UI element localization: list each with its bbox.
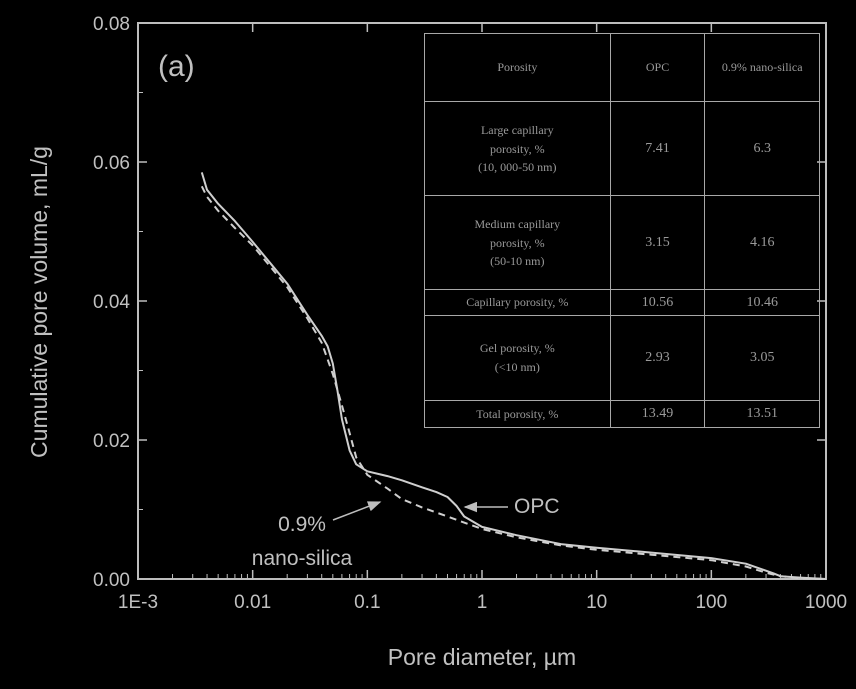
opc-value: 10.56: [609, 289, 706, 316]
opc-value: 3.15: [609, 195, 706, 291]
row-label-line: porosity, %: [490, 141, 545, 156]
row-label: Gel porosity, % (<10 nm): [424, 314, 611, 402]
x-axis-title: Pore diameter, µm: [388, 644, 576, 670]
table-row: Large capillary porosity, % (10, 000-50 …: [424, 101, 820, 197]
y-tick-label: 0.06: [93, 153, 130, 174]
x-tick-label: 10: [586, 592, 607, 613]
porosity-table: Porosity OPC 0.9% nano-silica Large capi…: [424, 32, 820, 428]
y-axis-title: Cumulative pore volume, mL/g: [26, 146, 52, 458]
row-label-line: Medium capillary: [474, 217, 561, 231]
row-label-line: porosity, %: [490, 235, 545, 250]
series-line-opc: [200, 172, 827, 580]
y-tick-label: 0.02: [93, 431, 130, 452]
row-label: Capillary porosity, %: [424, 289, 611, 316]
x-tick-label: 100: [695, 592, 727, 613]
x-tick-label: 0.1: [354, 592, 380, 613]
nano-annotation-arrow: [332, 501, 382, 521]
y-tick-label: 0.08: [93, 14, 130, 35]
annotations-layer: (a) Pore diameter, µm Cumulative pore vo…: [26, 50, 576, 670]
row-label-line: (50-10 nm): [490, 254, 545, 269]
table-header-row: Porosity OPC 0.9% nano-silica: [424, 32, 820, 103]
table-row: Total porosity, % 13.49 13.51: [424, 400, 820, 428]
table-row: Gel porosity, % (<10 nm) 2.93 3.05: [424, 314, 820, 402]
row-label-line: Large capillary: [480, 123, 554, 138]
table-header-porosity: Porosity: [424, 32, 611, 103]
nano-silica-value: 10.46: [704, 289, 820, 316]
x-tick-label: 1: [477, 592, 488, 613]
nano-silica-value: 6.3: [704, 101, 820, 197]
series-line-nano-silica: [200, 185, 827, 580]
opc-value: 13.49: [609, 400, 706, 428]
row-label-line: (<10 nm): [494, 359, 540, 374]
x-tick-label: 1000: [805, 592, 847, 613]
opc-value: 2.93: [609, 314, 706, 402]
x-tick-label: 1E-3: [118, 592, 158, 613]
y-tick-label: 0.00: [93, 570, 130, 591]
panel-label: (a): [158, 50, 195, 83]
row-label: Medium capillary porosity, % (50-10 nm): [424, 195, 611, 291]
row-label-line: Capillary porosity, %: [466, 295, 569, 310]
table-header-opc: OPC: [609, 32, 706, 103]
row-label-line: (10, 000-50 nm): [478, 160, 557, 175]
x-tick-label: 0.01: [234, 592, 271, 613]
opc-annotation-label: OPC: [514, 495, 560, 518]
nano-silica-value: 3.05: [704, 314, 820, 402]
row-label: Large capillary porosity, % (10, 000-50 …: [424, 101, 611, 197]
row-label-line: Total porosity, %: [476, 406, 559, 421]
nano-silica-value: 4.16: [704, 195, 820, 291]
row-label-line: Gel porosity, %: [479, 341, 555, 356]
opc-value: 7.41: [609, 101, 706, 197]
nano-silica-value: 13.51: [704, 400, 820, 428]
table-row: Capillary porosity, % 10.56 10.46: [424, 289, 820, 316]
y-tick-label: 0.04: [93, 292, 130, 313]
table-header-nano-silica: 0.9% nano-silica: [704, 32, 820, 103]
nano-annotation-label-line2: nano-silica: [252, 547, 353, 570]
table-row: Medium capillary porosity, % (50-10 nm) …: [424, 195, 820, 291]
row-label: Total porosity, %: [424, 400, 611, 428]
series-layer: [200, 172, 827, 580]
ticks-layer: 1E-3 0.01 0.1 1 10 100 1000 0.00 0.02 0.04 0.06 0.0…: [93, 14, 847, 613]
nano-annotation-label-line1: 0.9%: [278, 513, 326, 536]
